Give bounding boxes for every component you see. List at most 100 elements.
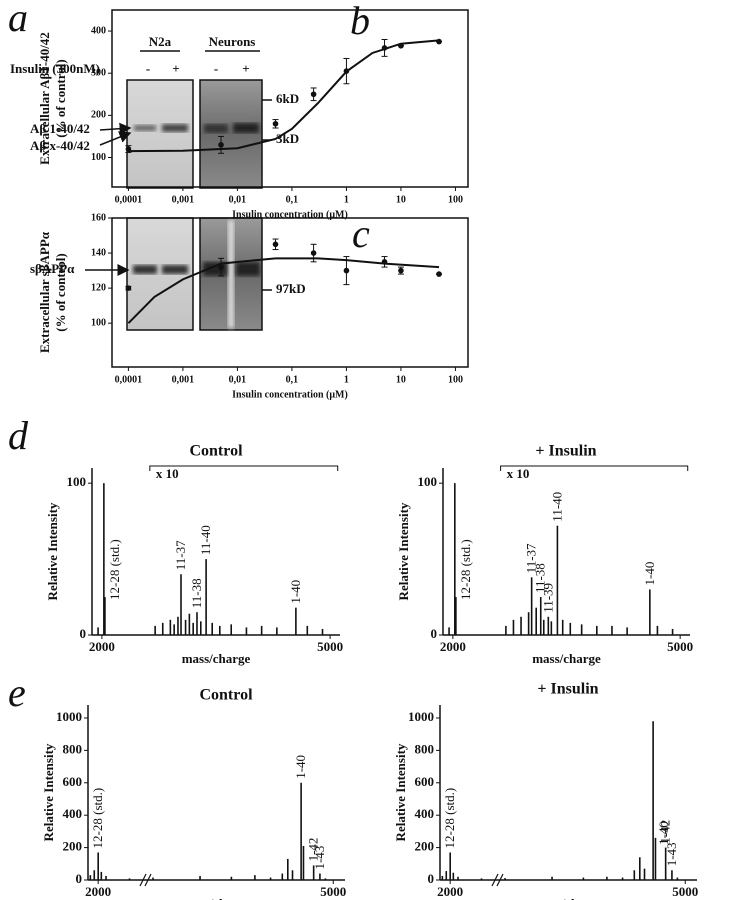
y-tick-label: 1000 <box>56 709 82 724</box>
y-tick-label: 200 <box>91 110 106 121</box>
gel-image <box>199 79 263 189</box>
gel-image <box>126 79 194 189</box>
treatment: Insulin (300nM) <box>10 61 100 76</box>
data-point <box>310 250 317 256</box>
cell-line: N2a <box>149 34 172 49</box>
peak-label: 1-43 <box>312 846 327 870</box>
panel-letter: e <box>8 670 26 715</box>
lane-label: + <box>242 61 249 76</box>
lane-label: - <box>214 61 218 76</box>
x-tick-label: 0,001 <box>172 194 195 205</box>
peak-label: 1-40 <box>288 580 303 604</box>
x-tick-label: 5000 <box>317 639 343 654</box>
data-point <box>125 285 132 291</box>
x-tick-label: 5000 <box>320 884 346 899</box>
gel-band <box>162 124 188 132</box>
y-tick-label: 100 <box>91 152 106 163</box>
peak-label: 11-39 <box>540 583 555 613</box>
x-tick-label: 10 <box>396 374 406 385</box>
x-tick-label: 2000 <box>440 639 466 654</box>
panel-letter: b <box>350 0 370 43</box>
y-axis-label: Relative Intensity <box>41 743 56 841</box>
magnified-bracket <box>149 465 339 471</box>
lane-label: + <box>172 61 179 76</box>
x-tick-label: 5000 <box>672 884 698 899</box>
peak-label: 1-40 <box>642 562 657 586</box>
y-tick-label: 100 <box>67 474 87 489</box>
peak-label: 11-38 <box>533 563 548 593</box>
gel-band <box>233 123 259 133</box>
y-tick-label: 400 <box>91 25 106 36</box>
gel-panel: N2a Neurons Insulin (300nM) - + - + 6kD … <box>10 34 306 331</box>
band-label: Aβ 1-40/42 <box>30 121 90 136</box>
y-tick-label: 800 <box>63 741 83 756</box>
x-tick-label: 10 <box>396 194 406 205</box>
x-tick-label: 0,01 <box>229 374 247 385</box>
data-point <box>343 68 350 74</box>
y-tick-label: 100 <box>91 317 106 328</box>
x-tick-label: 5000 <box>667 639 693 654</box>
lane-label: - <box>146 61 150 76</box>
x-axis-label: Insulin concentration (μM) <box>232 389 348 400</box>
y-axis-label: (% of control) <box>53 253 68 331</box>
x-tick-label: 2000 <box>85 884 111 899</box>
marker-label: 97kD <box>276 281 306 296</box>
y-axis-label: Relative Intensity <box>45 502 60 600</box>
y-tick-label: 600 <box>415 774 435 789</box>
peak-label: 1-42 <box>306 838 321 862</box>
data-point <box>381 45 388 51</box>
y-tick-label: 0 <box>428 871 435 886</box>
x-tick-label: 2000 <box>437 884 463 899</box>
peak-label: 1-40 <box>293 755 308 779</box>
y-tick-label: 140 <box>91 247 106 258</box>
y-tick-label: 0 <box>431 626 438 641</box>
y-tick-label: 100 <box>418 474 438 489</box>
chart-title: Control <box>199 687 253 704</box>
data-point <box>398 43 404 49</box>
y-tick-label: 0 <box>80 626 87 641</box>
y-tick-label: 120 <box>91 282 106 293</box>
y-axis-label: Extracellular Aβ1-40/42 <box>37 32 52 165</box>
x-axis-label: mass/charge <box>182 896 251 900</box>
x-axis-label: Insulin concentration (μM) <box>232 209 348 220</box>
x-tick-label: 0,0001 <box>115 194 143 205</box>
data-point <box>398 267 404 274</box>
y-tick-label: 1000 <box>408 709 434 724</box>
x-tick-label: 0,1 <box>286 374 299 385</box>
peak-label: 1-42 <box>658 820 673 844</box>
y-tick-label: 300 <box>91 68 106 79</box>
x-tick-label: 100 <box>448 194 463 205</box>
gel-streak <box>228 220 234 328</box>
peak-label: 12-28 (std.) <box>90 788 105 849</box>
panel-letter: a <box>8 0 28 40</box>
peak-label: 11-38 <box>189 578 204 608</box>
peak-label: 11-37 <box>173 540 188 570</box>
gel-band <box>236 262 260 276</box>
x-tick-label: 0,1 <box>286 194 299 205</box>
x-axis-label: mass/charge <box>534 896 603 900</box>
x-tick-label: 2000 <box>89 639 115 654</box>
peak-label: 12-28 (std.) <box>442 788 457 849</box>
x-axis-label: mass/charge <box>182 651 251 666</box>
y-tick-label: 160 <box>91 212 106 223</box>
plot-frame <box>111 217 469 368</box>
marker-label: 6kD <box>276 91 299 106</box>
gel-band <box>133 265 157 274</box>
y-tick-label: 400 <box>63 806 83 821</box>
y-axis-label: Extracellular sβAPPα <box>37 231 52 353</box>
cell-line: Neurons <box>209 34 256 49</box>
gel-band <box>204 124 228 133</box>
chart-title: + Insulin <box>537 681 598 698</box>
y-tick-label: 600 <box>63 774 83 789</box>
arrow <box>99 131 132 146</box>
data-point <box>343 267 350 274</box>
data-point <box>310 91 317 98</box>
x-axis-label: mass/charge <box>532 651 601 666</box>
peak-label: 11-37 <box>524 543 539 573</box>
x-tick-label: 100 <box>448 374 463 385</box>
peak-label: 11-40 <box>198 525 213 555</box>
y-axis-label: Relative Intensity <box>393 743 408 841</box>
peak-label: 11-40 <box>549 492 564 522</box>
data-point <box>218 142 224 148</box>
x-tick-label: 0,01 <box>229 194 247 205</box>
